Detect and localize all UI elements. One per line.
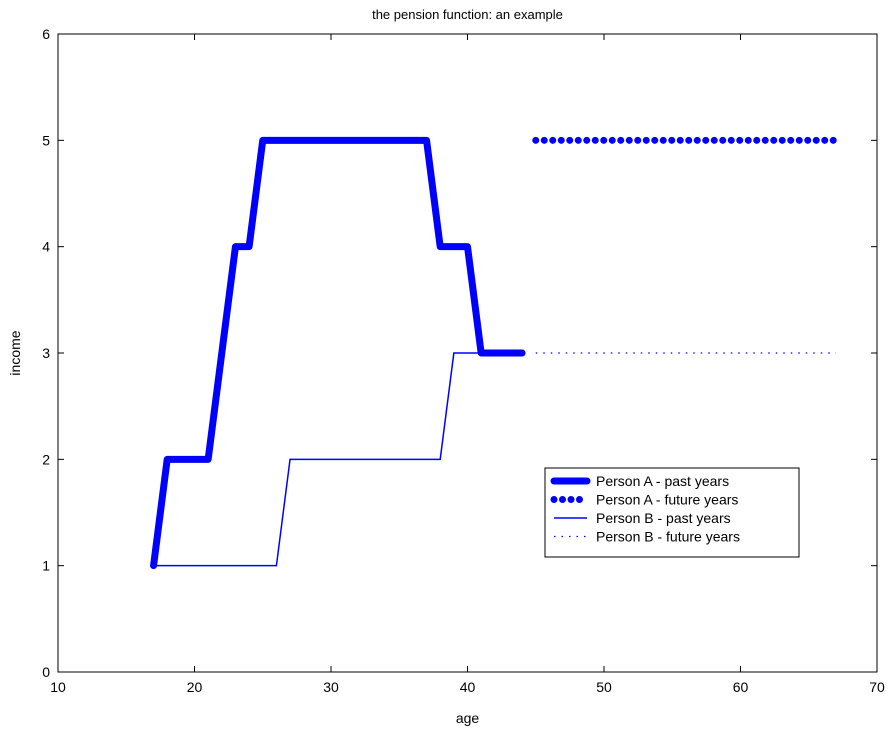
x-tick-label: 70 [869,679,885,695]
y-tick-label: 6 [42,26,50,42]
y-tick-label: 1 [42,558,50,574]
y-tick-label: 4 [42,239,50,255]
legend-entry-1: Person A - past years [596,473,729,489]
x-tick-label: 20 [187,679,203,695]
legend: Person A - past years Person A - future y… [544,467,800,558]
chart-title: the pension function: an example [372,7,563,22]
x-tick-label: 30 [323,679,339,695]
y-tick-label: 0 [42,664,50,680]
legend-entry-2: Person A - future years [596,492,738,508]
legend-entry-4: Person B - future years [596,529,740,545]
y-tick-label: 3 [42,345,50,361]
x-tick-label: 60 [733,679,749,695]
x-axis-label: age [456,710,480,726]
series-line-3 [153,352,523,567]
x-tick-label: 50 [596,679,612,695]
series-line-1 [150,136,526,570]
legend-entry-3: Person B - past years [596,510,731,526]
y-axis-label: income [7,330,23,375]
y-tick-label: 5 [42,132,50,148]
x-tick-label: 10 [50,679,66,695]
x-tick-label: 40 [460,679,476,695]
y-tick-label: 2 [42,451,50,467]
